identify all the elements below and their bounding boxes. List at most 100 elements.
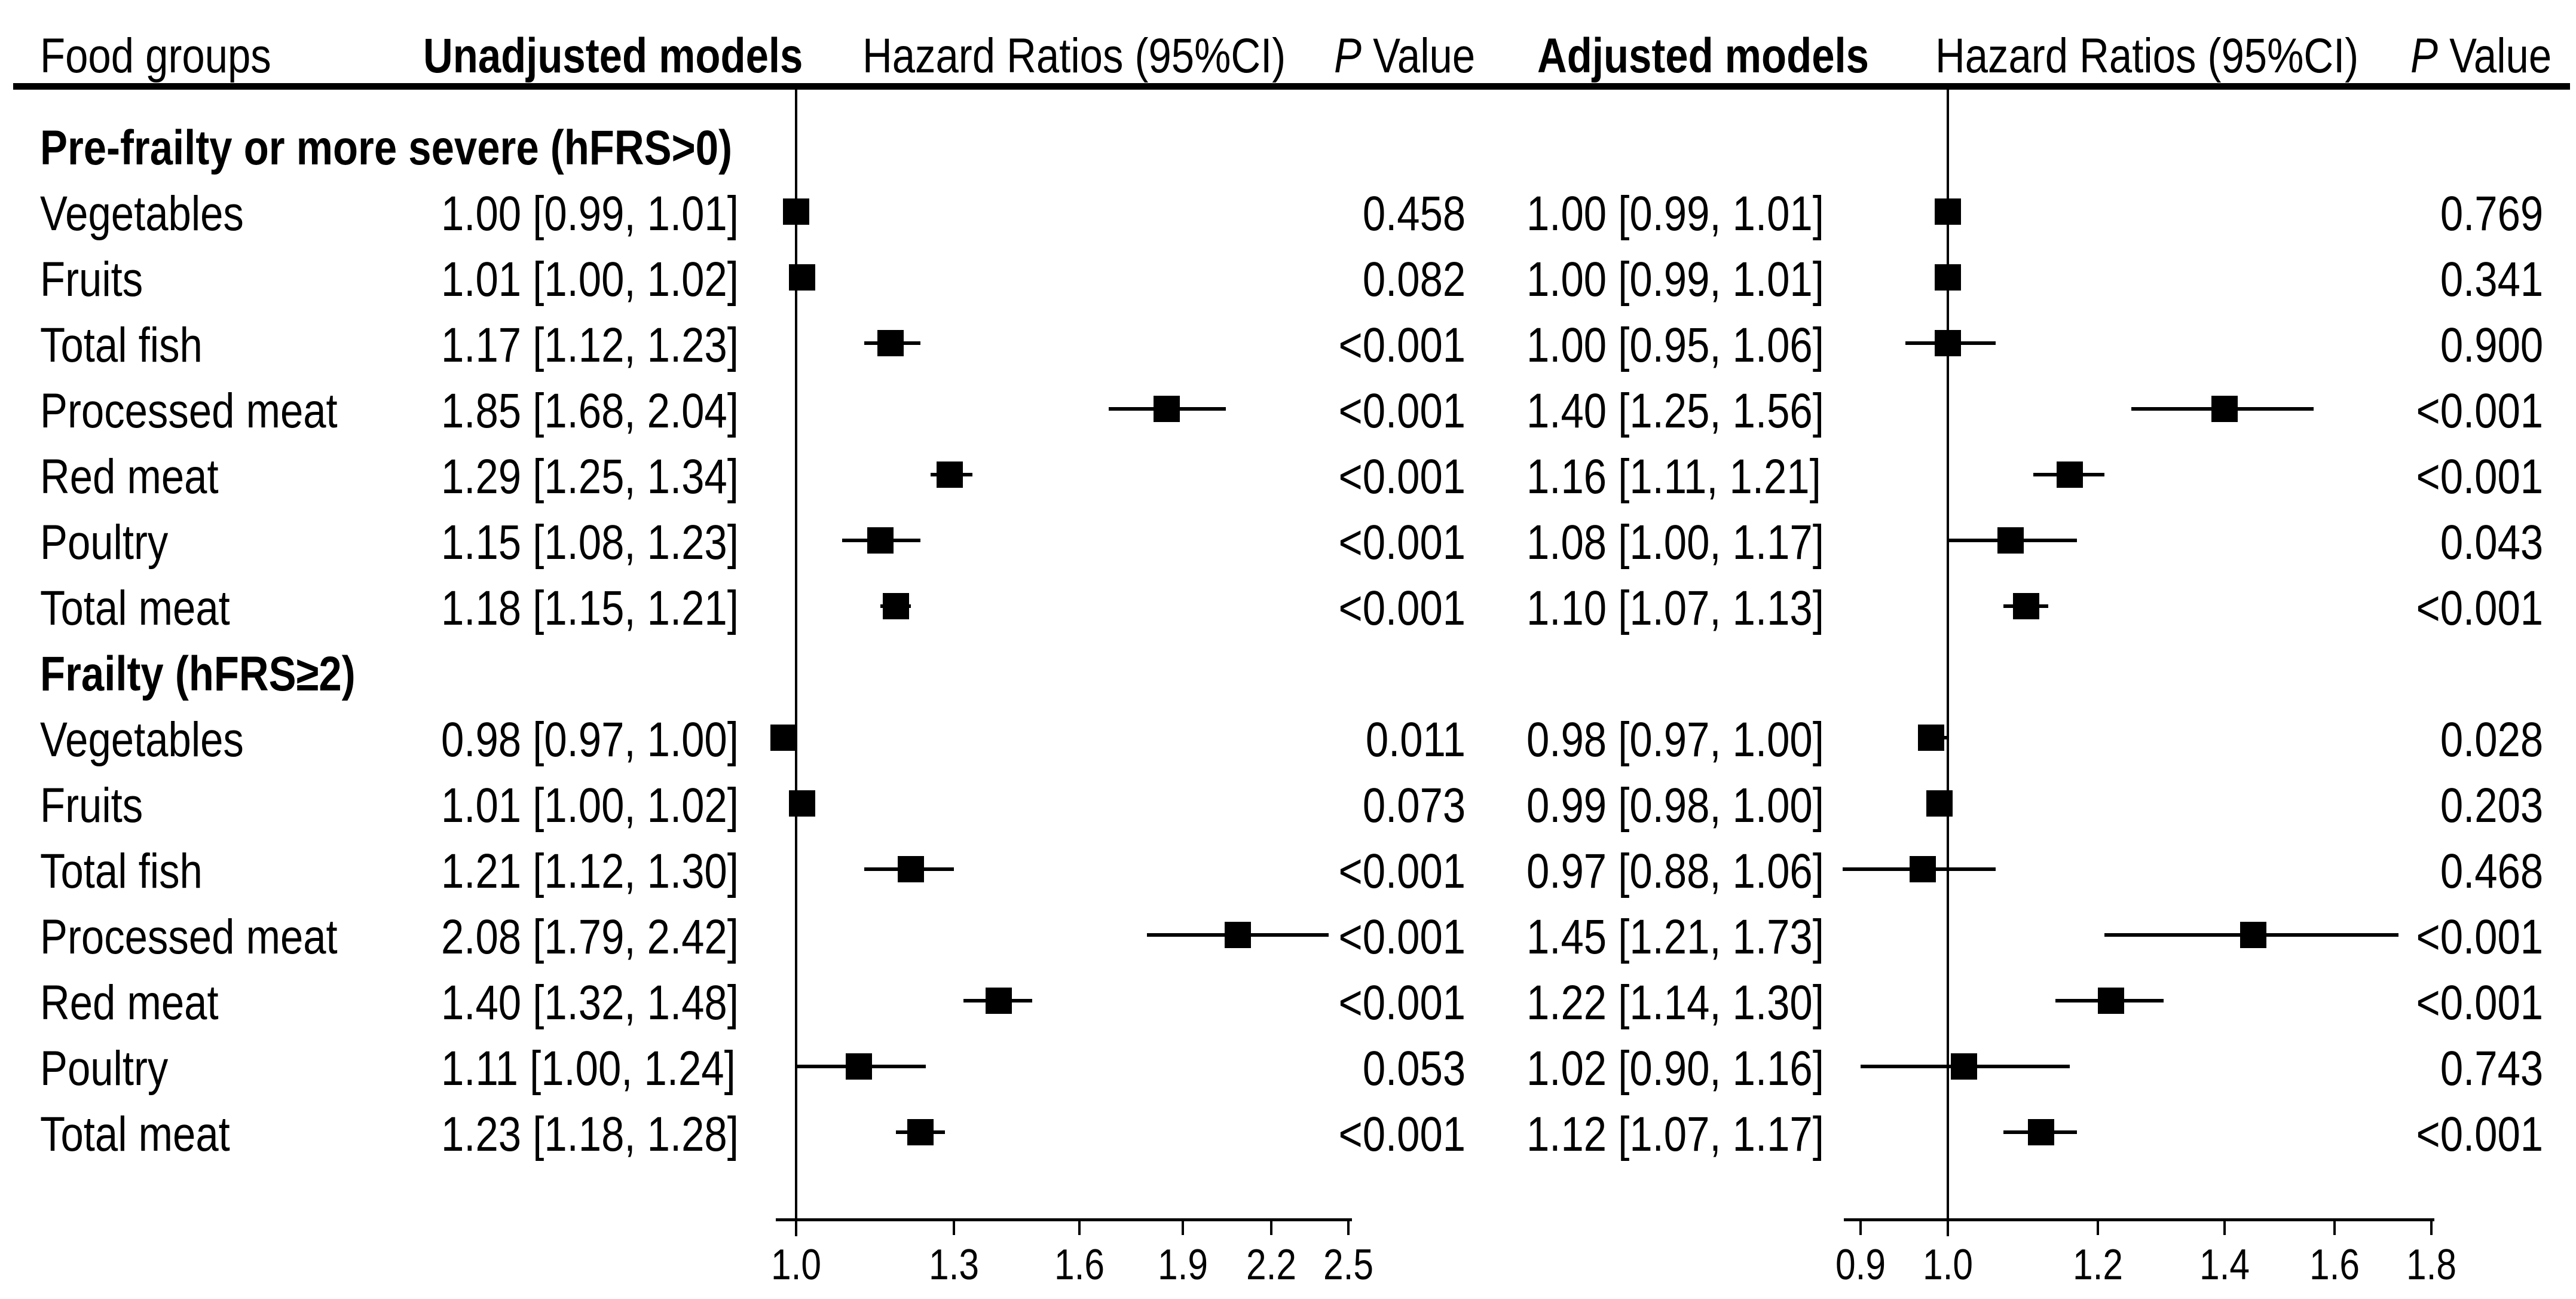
adjusted-hr-ci-text: 1.00 [0.99, 1.01] [1526,187,1824,241]
adjusted-p-value: 0.043 [2440,515,2543,570]
unadjusted-p-value: 0.011 [1365,713,1466,767]
axis-tick-label: 1.3 [929,1241,980,1289]
adjusted-hr-ci-text: 0.97 [0.88, 1.06] [1526,844,1824,898]
axis-tick [2333,1219,2336,1235]
food-group-label: Fruits [40,252,143,307]
adjusted-hr-ci-text: 0.98 [0.97, 1.00] [1526,713,1824,767]
axis-tick [2096,1219,2099,1235]
unadjusted-hr-ci-text: 1.23 [1.18, 1.28] [441,1107,739,1162]
hr-marker [1934,198,1961,225]
unadjusted-p-value: <0.001 [1338,976,1466,1030]
food-group-label: Total meat [40,1107,230,1162]
unadjusted-hr-ci-text: 1.21 [1.12, 1.30] [441,844,739,898]
reference-line-hr-1 [794,90,797,1236]
unadjusted-hr-ci-text: 2.08 [1.79, 2.42] [441,910,739,964]
unadjusted-p-value: <0.001 [1338,581,1466,635]
axis-tick-label: 2.2 [1246,1241,1297,1289]
hr-marker [1926,790,1953,817]
adjusted-hr-ci-text: 1.08 [1.00, 1.17] [1526,515,1824,570]
adjusted-p-value: <0.001 [2416,450,2543,504]
food-group-label: Fruits [40,778,143,833]
axis-tick [953,1219,956,1235]
adjusted-hr-ci-text: 1.10 [1.07, 1.13] [1526,581,1824,635]
hr-marker [882,593,909,619]
axis-tick [1182,1219,1185,1235]
unadjusted-p-value: <0.001 [1338,1107,1466,1162]
adjusted-p-value: 0.900 [2440,318,2543,372]
food-group-label: Poultry [40,515,169,570]
adjusted-p-value: 0.341 [2440,252,2543,307]
axis-tick-label: 0.9 [1835,1241,1886,1289]
adjusted-p-value: 0.468 [2440,844,2543,898]
column-header-food-groups: Food groups [40,29,271,83]
hr-marker [1934,330,1961,356]
unadjusted-p-value: <0.001 [1338,910,1466,964]
unadjusted-hr-ci-text: 1.15 [1.08, 1.23] [441,515,739,570]
axis-tick [794,1219,797,1235]
food-group-label: Red meat [40,450,219,504]
hr-marker [986,988,1012,1014]
hr-marker [788,790,815,817]
column-header-unadjusted-models: Unadjusted models [423,29,803,83]
axis-tick-label: 1.0 [770,1241,821,1289]
p-value-header-rest: Value [2437,29,2552,83]
hr-marker [1154,396,1180,422]
column-header-hazard-ratios-adjusted: Hazard Ratios (95%CI) [1935,29,2359,83]
hr-marker [936,461,963,488]
axis-tick-label: 1.4 [2199,1241,2250,1289]
adjusted-p-value: <0.001 [2416,976,2543,1030]
x-axis-line [1844,1218,2434,1221]
column-header-p-value-unadjusted: P Value [1334,32,1475,81]
hr-marker [1224,922,1251,948]
adjusted-hr-ci-text: 1.22 [1.14, 1.30] [1526,976,1824,1030]
food-group-label: Total fish [40,318,203,372]
food-group-label: Total fish [40,844,203,898]
unadjusted-hr-ci-text: 1.17 [1.12, 1.23] [441,318,739,372]
section-header: Frailty (hFRS≥2) [40,647,356,701]
hr-marker [1997,527,2024,554]
axis-tick-label: 1.6 [2309,1241,2360,1289]
food-group-label: Processed meat [40,910,338,964]
unadjusted-hr-ci-text: 1.40 [1.32, 1.48] [441,976,739,1030]
p-value-header-italic-p: P [1334,29,1362,83]
hr-marker [897,856,924,882]
unadjusted-hr-ci-text: 1.01 [1.00, 1.02] [441,778,739,833]
column-header-p-value-adjusted: P Value [2410,32,2551,81]
hr-marker [877,330,904,356]
hr-marker [2056,461,2083,488]
adjusted-hr-ci-text: 1.00 [0.95, 1.06] [1526,318,1824,372]
unadjusted-p-value: <0.001 [1338,515,1466,570]
axis-tick [1078,1219,1081,1235]
unadjusted-p-value: 0.073 [1362,778,1466,833]
hr-marker [907,1119,934,1145]
reference-line-hr-1 [1946,90,1949,1236]
axis-tick [1347,1219,1350,1235]
axis-tick-label: 1.2 [2072,1241,2123,1289]
adjusted-hr-ci-text: 1.40 [1.25, 1.56] [1526,384,1824,438]
unadjusted-p-value: <0.001 [1338,450,1466,504]
p-value-header-italic-p: P [2410,29,2438,83]
axis-tick-label: 1.6 [1054,1241,1105,1289]
axis-tick [2430,1219,2433,1235]
food-group-label: Total meat [40,581,230,635]
adjusted-p-value: <0.001 [2416,910,2543,964]
unadjusted-hr-ci-text: 1.18 [1.15, 1.21] [441,581,739,635]
x-axis-line [776,1218,1352,1221]
header-divider-rule [13,83,2570,90]
unadjusted-p-value: <0.001 [1338,844,1466,898]
hr-marker [845,1053,872,1080]
adjusted-p-value: <0.001 [2416,384,2543,438]
hr-marker [782,198,809,225]
hr-marker [1950,1053,1977,1080]
axis-tick-label: 2.5 [1323,1241,1374,1289]
hr-marker [2240,922,2267,948]
hr-marker [1909,856,1936,882]
hr-marker [2027,1119,2054,1145]
food-group-label: Poultry [40,1041,169,1096]
axis-tick [1859,1219,1862,1235]
adjusted-p-value: 0.769 [2440,187,2543,241]
column-header-adjusted-models: Adjusted models [1537,29,1869,83]
axis-tick [2223,1219,2226,1235]
hr-marker [867,527,894,554]
